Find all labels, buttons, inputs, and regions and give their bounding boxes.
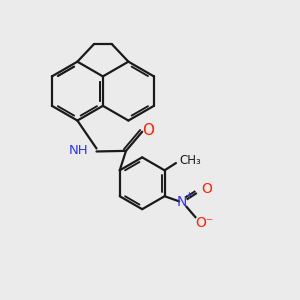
Text: +: + xyxy=(185,191,194,201)
Text: NH: NH xyxy=(69,144,88,158)
Text: O: O xyxy=(142,123,154,138)
Text: O: O xyxy=(202,182,213,196)
Text: CH₃: CH₃ xyxy=(179,154,201,167)
Text: N: N xyxy=(177,195,187,209)
Text: O⁻: O⁻ xyxy=(195,216,213,230)
